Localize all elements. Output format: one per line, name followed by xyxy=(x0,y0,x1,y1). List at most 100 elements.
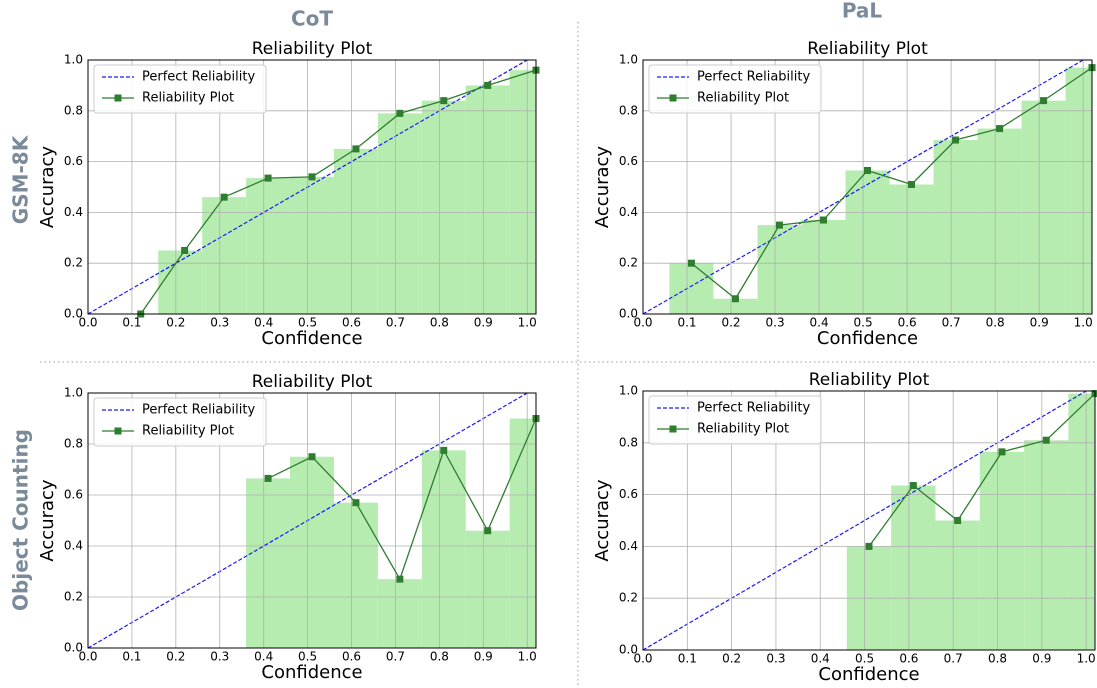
x-tick-label: 0.4 xyxy=(811,652,830,666)
y-tick-label: 0.0 xyxy=(64,307,83,321)
legend-label: Reliability Plot xyxy=(697,91,789,106)
reference-line xyxy=(643,391,1088,650)
bar xyxy=(421,450,466,648)
marker xyxy=(396,575,404,583)
legend-swatch xyxy=(669,425,677,433)
x-tick-label: 0.9 xyxy=(1032,652,1051,666)
bar xyxy=(290,456,334,648)
y-tick-label: 0.6 xyxy=(619,154,638,168)
y-tick-label: 1.0 xyxy=(64,53,83,67)
series-line xyxy=(868,393,1096,547)
y-tick-label: 0.4 xyxy=(619,539,638,553)
plot-area xyxy=(643,60,1092,314)
bar xyxy=(377,113,422,314)
y-tick-label: 0.4 xyxy=(64,205,83,219)
x-tick-label: 0.3 xyxy=(210,316,229,330)
marker xyxy=(998,448,1006,456)
x-axis-label: Confidence xyxy=(818,664,919,685)
marker xyxy=(220,193,228,201)
x-tick-label: 0.7 xyxy=(386,650,405,664)
y-tick-label: 0.6 xyxy=(619,487,638,501)
x-tick-label: 0.8 xyxy=(988,652,1007,666)
x-tick-label: 0.7 xyxy=(386,316,405,330)
marker xyxy=(996,125,1004,133)
y-axis-label: Accuracy xyxy=(592,146,613,229)
y-tick-label: 0.8 xyxy=(64,103,83,117)
y-tick-label: 0.6 xyxy=(64,154,83,168)
bar xyxy=(158,250,203,314)
bar xyxy=(246,478,291,648)
marker xyxy=(440,97,448,105)
marker xyxy=(484,81,492,89)
y-axis-label: Accuracy xyxy=(37,479,58,562)
x-tick-label: 0.0 xyxy=(633,652,652,666)
marker xyxy=(308,453,316,461)
bar xyxy=(669,263,714,314)
bar xyxy=(509,418,536,648)
row-label: GSM-8K xyxy=(9,134,33,224)
bar xyxy=(1021,100,1066,314)
x-tick-label: 0.3 xyxy=(210,650,229,664)
x-tick-label: 1.0 xyxy=(1074,316,1093,330)
bar xyxy=(891,485,936,650)
bar xyxy=(421,100,466,314)
x-tick-label: 0.1 xyxy=(122,650,141,664)
marker xyxy=(954,517,962,524)
marker xyxy=(1091,390,1097,398)
y-tick-label: 1.0 xyxy=(619,53,638,67)
marker xyxy=(864,166,871,174)
marker xyxy=(731,295,739,303)
bar xyxy=(935,520,980,650)
marker xyxy=(819,216,827,224)
bar xyxy=(757,225,802,314)
x-tick-label: 0.8 xyxy=(430,316,449,330)
legend-swatch xyxy=(114,94,122,102)
y-tick-label: 0.6 xyxy=(64,488,83,502)
y-tick-label: 1.0 xyxy=(64,386,83,400)
x-tick-label: 0.2 xyxy=(722,652,741,666)
y-axis-label: Accuracy xyxy=(592,479,613,562)
x-tick-label: 0.3 xyxy=(766,652,785,666)
marker xyxy=(264,174,272,182)
bar xyxy=(333,502,378,648)
y-axis-label: Accuracy xyxy=(37,146,58,229)
marker xyxy=(484,527,492,535)
marker xyxy=(181,247,189,254)
y-tick-label: 0.4 xyxy=(64,539,83,553)
x-tick-label: 0.5 xyxy=(855,652,874,666)
y-tick-label: 0.2 xyxy=(619,256,638,270)
x-tick-label: 0.1 xyxy=(677,316,696,330)
x-tick-label: 0.5 xyxy=(298,650,317,664)
chart-title: Reliability Plot xyxy=(252,39,373,59)
x-tick-label: 1.0 xyxy=(1077,652,1096,666)
row-label: Object Counting xyxy=(9,429,33,611)
marker xyxy=(352,499,360,507)
legend-label: Perfect Reliability xyxy=(697,70,810,85)
x-tick-label: 0.8 xyxy=(986,316,1005,330)
x-tick-label: 0.6 xyxy=(898,316,917,330)
x-tick-label: 0.9 xyxy=(474,316,493,330)
y-tick-label: 0.2 xyxy=(64,590,83,604)
x-tick-label: 0.0 xyxy=(78,316,97,330)
x-axis-label: Confidence xyxy=(261,662,362,683)
y-tick-label: 0.0 xyxy=(619,307,638,321)
plot-area xyxy=(88,393,536,648)
bar xyxy=(1068,393,1095,650)
x-tick-label: 0.5 xyxy=(854,316,873,330)
y-tick-label: 0.2 xyxy=(64,256,83,270)
axes-frame xyxy=(642,59,1093,315)
marker xyxy=(396,109,404,117)
bar xyxy=(713,298,758,314)
x-tick-label: 1.0 xyxy=(518,316,537,330)
bar xyxy=(509,70,536,314)
bar xyxy=(246,178,291,314)
x-tick-label: 0.9 xyxy=(1030,316,1049,330)
x-tick-label: 0.7 xyxy=(942,316,961,330)
marker xyxy=(308,173,316,181)
x-tick-label: 0.1 xyxy=(678,652,697,666)
x-tick-label: 0.7 xyxy=(944,652,963,666)
legend-swatch xyxy=(114,427,122,435)
bar xyxy=(845,170,890,314)
bar xyxy=(333,148,378,314)
